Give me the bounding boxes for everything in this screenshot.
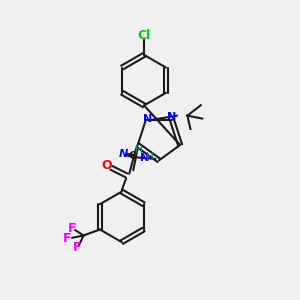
Text: N: N — [167, 112, 177, 122]
Text: N: N — [118, 149, 128, 160]
Text: F: F — [68, 221, 76, 235]
Text: H: H — [146, 152, 154, 163]
Text: F: F — [73, 242, 82, 254]
Text: H: H — [135, 145, 143, 155]
Text: F: F — [63, 232, 71, 245]
Text: N: N — [143, 114, 152, 124]
Text: O: O — [102, 159, 112, 172]
Text: C: C — [128, 151, 136, 161]
Text: Cl: Cl — [137, 29, 151, 42]
Text: N: N — [140, 153, 149, 164]
